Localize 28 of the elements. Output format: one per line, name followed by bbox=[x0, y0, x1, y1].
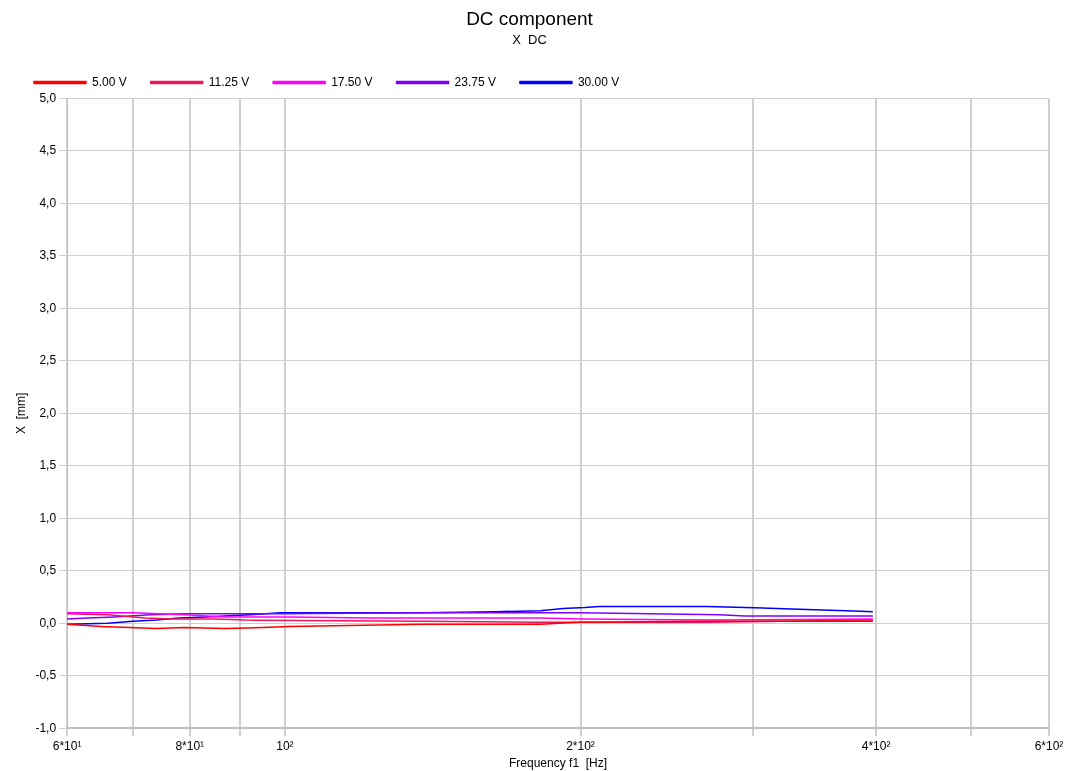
y-tick-label: 4,0 bbox=[39, 195, 57, 210]
y-tick-label: -1,0 bbox=[35, 720, 57, 735]
y-tick-label: 0,5 bbox=[39, 563, 57, 578]
y-tick-label: 1,0 bbox=[39, 510, 57, 525]
y-tick-label: 4,5 bbox=[39, 143, 57, 158]
x-tick-label: 10² bbox=[276, 738, 294, 753]
x-tick-label: 6*10² bbox=[1034, 738, 1064, 753]
y-tick-label: 5,0 bbox=[39, 90, 57, 105]
chart-title: DC component bbox=[466, 7, 594, 29]
y-tick-label: 0,0 bbox=[39, 615, 57, 630]
x-tick-label: 6*10¹ bbox=[52, 738, 82, 753]
legend-label: 30.00 V bbox=[577, 74, 620, 89]
y-tick-label: -0,5 bbox=[35, 668, 57, 683]
legend-label: 5.00 V bbox=[92, 74, 127, 89]
chart-subtitle: X DC bbox=[512, 32, 547, 48]
legend-label: 11.25 V bbox=[208, 74, 250, 89]
y-tick-label: 1,5 bbox=[39, 458, 57, 473]
y-tick-label: 3,5 bbox=[39, 248, 57, 263]
x-axis-title: Frequency f1 [Hz] bbox=[509, 756, 608, 771]
legend-label: 23.75 V bbox=[454, 74, 496, 89]
y-axis-title: X [mm] bbox=[13, 392, 28, 434]
y-tick-label: 3,0 bbox=[39, 300, 57, 315]
x-tick-label: 4*10² bbox=[861, 738, 891, 753]
y-tick-label: 2,5 bbox=[39, 353, 57, 368]
x-tick-label: 2*10² bbox=[566, 738, 595, 753]
y-tick-label: 2,0 bbox=[39, 405, 57, 420]
legend-label: 17.50 V bbox=[331, 74, 373, 89]
x-tick-label: 8*10¹ bbox=[175, 738, 205, 753]
